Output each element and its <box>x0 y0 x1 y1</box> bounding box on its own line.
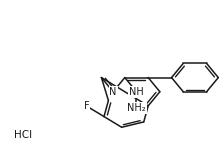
Text: NH: NH <box>129 87 144 97</box>
Text: N: N <box>110 87 117 97</box>
Text: HCl: HCl <box>14 130 32 140</box>
Text: F: F <box>84 101 89 111</box>
Text: NH₂: NH₂ <box>127 103 146 113</box>
